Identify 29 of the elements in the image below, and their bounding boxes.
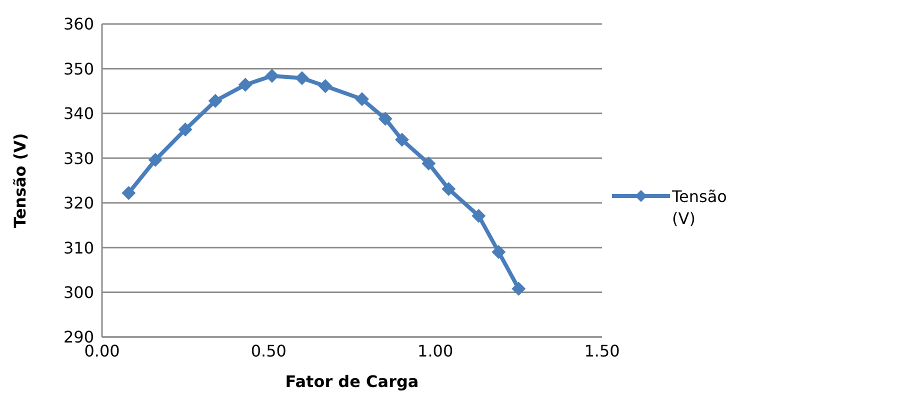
y-tick-label: 320 [63,194,94,213]
y-tick-label: 360 [63,14,94,34]
point [378,112,392,126]
point [355,92,369,106]
point [295,71,309,86]
point [492,245,506,260]
point [148,152,162,167]
point [122,186,136,200]
y-axis-title: Tensão (V) [10,133,30,228]
y-tick-label: 340 [63,104,94,124]
x-tick-label: 1.00 [418,341,454,360]
point [442,182,456,196]
x-axis-title: Fator de Carga [285,372,419,391]
point [318,79,332,94]
point [178,122,192,137]
y-tick-label: 350 [63,59,94,78]
point [238,78,252,92]
point [472,208,486,223]
point [512,282,526,296]
y-tick-label: 300 [63,282,94,302]
point [422,156,436,171]
x-tick-label: 0.50 [250,341,286,360]
legend-label: Tensão (V) [672,186,728,230]
point [395,132,409,147]
y-tick-label: 310 [63,238,94,258]
point [265,68,279,83]
y-tick-label: 330 [63,148,94,168]
x-tick-label: 1.50 [584,341,620,360]
point [208,94,222,108]
